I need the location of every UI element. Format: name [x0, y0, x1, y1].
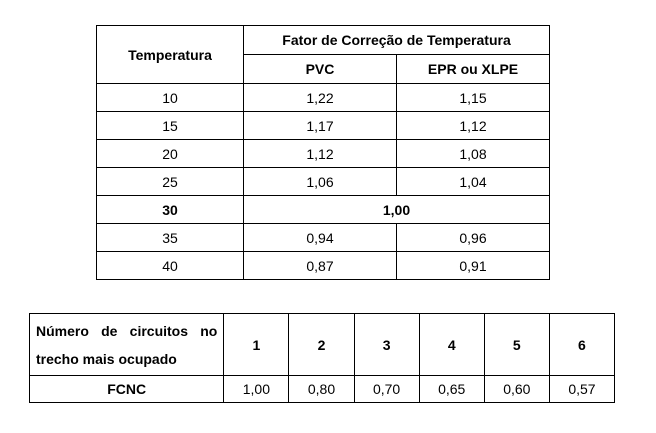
table-row: 25 1,06 1,04 — [96, 167, 551, 196]
header-pvc: PVC — [243, 54, 397, 84]
fcnc-value-cell: 0,57 — [548, 375, 616, 403]
table-row: 40 0,87 0,91 — [96, 251, 551, 280]
epr-cell: 1,04 — [395, 167, 551, 196]
column-header: 5 — [483, 313, 550, 376]
fcnc-value-cell: 0,60 — [483, 375, 550, 403]
table-row: 20 1,12 1,08 — [96, 139, 551, 168]
temp-cell: 20 — [96, 139, 244, 168]
fcnc-value-cell: 0,80 — [288, 375, 355, 403]
temp-cell-reference: 30 — [96, 195, 244, 224]
pvc-cell: 1,22 — [243, 83, 397, 112]
reference-row: 30 1,00 — [96, 195, 551, 224]
column-header: 1 — [223, 313, 290, 376]
table-row: 15 1,17 1,12 — [96, 111, 551, 140]
temperature-correction-table: Temperatura Fator de Correção de Tempera… — [96, 25, 551, 280]
header-epr-xlpe: EPR ou XLPE — [395, 54, 551, 84]
pvc-cell: 1,06 — [243, 167, 397, 196]
table-row: 10 1,22 1,15 — [96, 83, 551, 112]
temp-cell: 35 — [96, 223, 244, 252]
table-row: 35 0,94 0,96 — [96, 223, 551, 252]
row-label-fcnc: FCNC — [28, 375, 225, 403]
fcnc-value-cell: 0,65 — [418, 375, 485, 403]
epr-cell: 1,15 — [395, 83, 551, 112]
fcnc-value-cell: 0,70 — [353, 375, 420, 403]
temp-cell: 10 — [96, 83, 244, 112]
reference-value-cell: 1,00 — [242, 195, 551, 224]
header-temperature: Temperatura — [96, 25, 244, 84]
fcnc-value-cell: 1,00 — [223, 375, 290, 403]
column-header: 3 — [353, 313, 420, 376]
column-header: 2 — [288, 313, 355, 376]
temp-cell: 15 — [96, 111, 244, 140]
fcnc-row: FCNC 1,00 0,80 0,70 0,65 0,60 0,57 — [28, 375, 616, 403]
epr-cell: 0,96 — [395, 223, 551, 252]
column-header: 6 — [548, 313, 616, 376]
circuits-header-row: Número de circuitos no trecho mais ocupa… — [28, 313, 616, 376]
epr-cell: 1,08 — [395, 139, 551, 168]
epr-cell: 0,91 — [395, 251, 551, 280]
epr-cell: 1,12 — [395, 111, 551, 140]
header-correction-factor: Fator de Correção de Temperatura — [242, 25, 551, 55]
pvc-cell: 1,17 — [243, 111, 397, 140]
pvc-cell: 1,12 — [243, 139, 397, 168]
circuits-grouping-table: Número de circuitos no trecho mais ocupa… — [28, 313, 616, 403]
temp-cell: 25 — [96, 167, 244, 196]
pvc-cell: 0,94 — [243, 223, 397, 252]
header-circuit-count: Número de circuitos no trecho mais ocupa… — [28, 313, 225, 376]
column-header: 4 — [418, 313, 485, 376]
temp-cell: 40 — [96, 251, 244, 280]
pvc-cell: 0,87 — [243, 251, 397, 280]
